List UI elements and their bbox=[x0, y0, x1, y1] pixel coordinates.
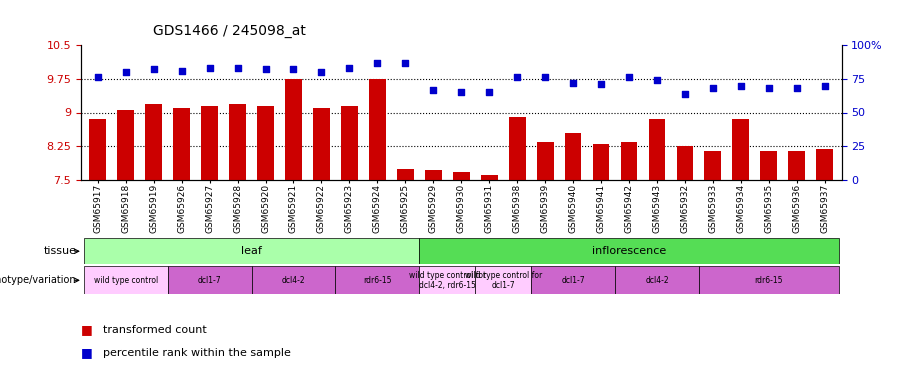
Bar bbox=[313, 108, 329, 180]
Bar bbox=[419, 238, 839, 264]
Bar bbox=[531, 266, 615, 294]
Bar bbox=[677, 146, 693, 180]
Point bbox=[761, 85, 776, 91]
Point bbox=[370, 60, 384, 66]
Point bbox=[622, 74, 636, 80]
Text: ■: ■ bbox=[81, 324, 93, 336]
Bar bbox=[564, 133, 581, 180]
Point bbox=[119, 69, 133, 75]
Bar bbox=[336, 266, 419, 294]
Bar bbox=[285, 79, 302, 180]
Text: tissue: tissue bbox=[43, 246, 76, 256]
Bar bbox=[788, 151, 806, 180]
Point bbox=[510, 74, 525, 80]
Point bbox=[789, 85, 804, 91]
Text: wild type control for
dcl4-2, rdr6-15: wild type control for dcl4-2, rdr6-15 bbox=[409, 271, 486, 290]
Point bbox=[566, 80, 580, 86]
Bar bbox=[230, 104, 246, 180]
Point bbox=[650, 77, 664, 83]
Bar bbox=[705, 151, 721, 180]
Bar bbox=[84, 266, 167, 294]
Point bbox=[91, 74, 105, 80]
Text: rdr6-15: rdr6-15 bbox=[754, 276, 783, 285]
Point bbox=[230, 65, 245, 71]
Text: rdr6-15: rdr6-15 bbox=[363, 276, 392, 285]
Text: GDS1466 / 245098_at: GDS1466 / 245098_at bbox=[153, 24, 306, 38]
Bar bbox=[733, 119, 749, 180]
Bar bbox=[453, 172, 470, 180]
Bar bbox=[369, 79, 386, 180]
Bar bbox=[145, 104, 162, 180]
Text: percentile rank within the sample: percentile rank within the sample bbox=[104, 348, 292, 357]
Point bbox=[678, 91, 692, 97]
Point bbox=[817, 82, 832, 88]
Bar bbox=[649, 119, 665, 180]
Point bbox=[734, 82, 748, 88]
Point bbox=[202, 65, 217, 71]
Text: wild type control: wild type control bbox=[94, 276, 158, 285]
Text: dcl1-7: dcl1-7 bbox=[562, 276, 585, 285]
Bar bbox=[341, 106, 358, 180]
Bar bbox=[508, 117, 526, 180]
Bar bbox=[117, 110, 134, 180]
Bar bbox=[397, 169, 414, 180]
Bar bbox=[536, 142, 554, 180]
Point bbox=[175, 68, 189, 74]
Bar bbox=[419, 266, 475, 294]
Point bbox=[314, 69, 328, 75]
Text: dcl1-7: dcl1-7 bbox=[198, 276, 221, 285]
Bar bbox=[621, 142, 637, 180]
Bar bbox=[425, 170, 442, 180]
Text: ■: ■ bbox=[81, 346, 93, 359]
Text: wild type control for
dcl1-7: wild type control for dcl1-7 bbox=[464, 271, 542, 290]
Point bbox=[594, 81, 608, 87]
Text: transformed count: transformed count bbox=[104, 325, 207, 335]
Text: leaf: leaf bbox=[241, 246, 262, 256]
Bar bbox=[816, 148, 833, 180]
Bar bbox=[252, 266, 336, 294]
Point bbox=[258, 66, 273, 72]
Point bbox=[454, 89, 468, 95]
Point bbox=[706, 85, 720, 91]
Bar bbox=[593, 144, 609, 180]
Text: genotype/variation: genotype/variation bbox=[0, 275, 76, 285]
Point bbox=[147, 66, 161, 72]
Bar bbox=[615, 266, 699, 294]
Bar bbox=[257, 106, 274, 180]
Point bbox=[398, 60, 412, 66]
Bar bbox=[84, 238, 419, 264]
Point bbox=[286, 66, 301, 72]
Bar bbox=[89, 119, 106, 180]
Text: inflorescence: inflorescence bbox=[592, 246, 666, 256]
Point bbox=[538, 74, 553, 80]
Bar bbox=[202, 106, 218, 180]
Bar bbox=[475, 266, 531, 294]
Bar bbox=[760, 151, 778, 180]
Point bbox=[426, 87, 440, 93]
Point bbox=[342, 65, 356, 71]
Bar bbox=[481, 175, 498, 180]
Point bbox=[482, 89, 497, 95]
Bar bbox=[174, 108, 190, 180]
Bar bbox=[167, 266, 252, 294]
Text: dcl4-2: dcl4-2 bbox=[282, 276, 305, 285]
Bar bbox=[699, 266, 839, 294]
Text: dcl4-2: dcl4-2 bbox=[645, 276, 669, 285]
